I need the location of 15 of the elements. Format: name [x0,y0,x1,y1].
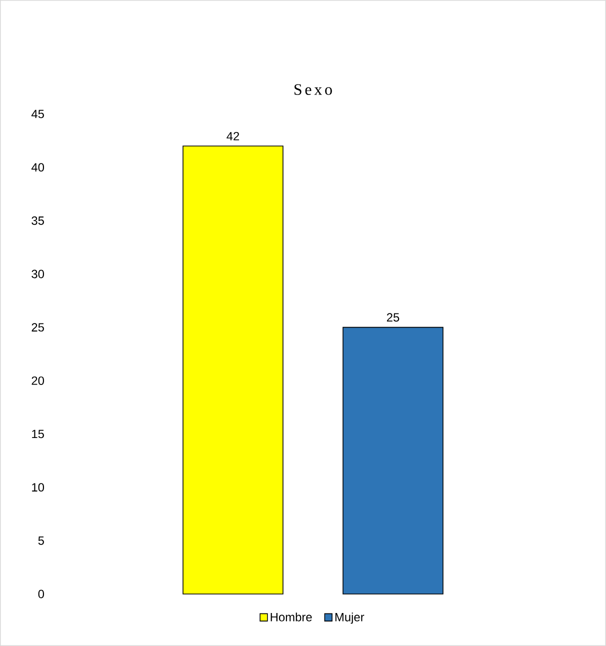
y-tick-label: 5 [38,536,44,545]
y-tick-label: 0 [38,590,44,598]
y-tick-label: 45 [31,110,44,118]
y-tick-label: 15 [32,430,44,438]
chart-title: Sexo [294,84,332,95]
y-tick-label: 25 [32,323,44,332]
y-tick-label: 10 [32,483,44,492]
y-tick-label: 30 [32,270,44,278]
legend-label: Mujer [335,612,364,624]
y-tick-label: 40 [31,163,44,172]
y-tick-label: 35 [32,216,44,225]
data-label: 25 [386,313,400,322]
legend-label: Hombre [270,612,312,622]
y-tick-label: 20 [32,376,44,385]
data-label: 42 [226,132,240,140]
